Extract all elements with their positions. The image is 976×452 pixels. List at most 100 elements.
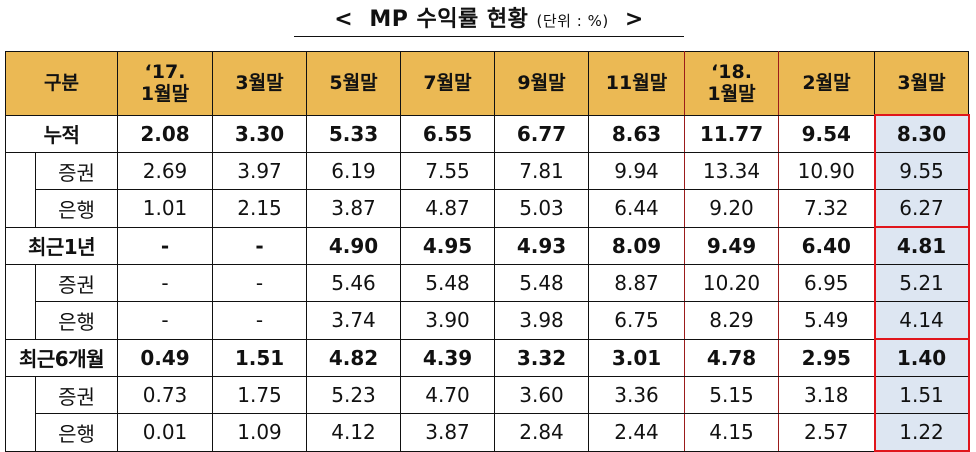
cell-mar: - [212, 301, 307, 340]
table-row-sub: 증권 2.69 3.97 6.19 7.55 7.81 9.94 13.34 10.90 9.55 [5, 152, 970, 190]
table-row-sub: 증권 - -5.46 5.48 5.48 8.87 10.20 6.95 5.21 [5, 264, 970, 302]
cell-mar-18: 4.81 [873, 226, 970, 265]
title-bar: < MP 수익률 현황 (단위 : %) > [294, 4, 684, 37]
cell-jul: 4.87 [400, 189, 495, 228]
cell-feb: 2.57 [778, 413, 875, 452]
row-label-group: 누적 [5, 114, 118, 153]
cell-feb: 9.54 [778, 114, 875, 153]
cell-jul: 6.55 [400, 114, 495, 153]
cell-17-jan: 2.69 [117, 152, 213, 190]
cell-mar: 1.75 [212, 376, 307, 414]
cell-nov: 2.44 [588, 413, 685, 452]
cell-18-jan: 9.49 [684, 226, 779, 265]
title-open-bracket: < [334, 7, 354, 32]
cell-18-jan: 4.78 [684, 338, 779, 377]
cell-17-jan: 0.73 [117, 376, 213, 414]
cell-may: 4.90 [306, 226, 401, 265]
col-header-sep: 9월말 [494, 51, 589, 116]
table-row-group: 누적 2.08 3.30 5.33 6.55 6.77 8.63 11.77 9.54 8.30 [5, 114, 970, 153]
col-header-17-jan-year: ‘17. [144, 61, 186, 84]
cell-may: 5.46 [306, 264, 401, 302]
cell-sep: 3.98 [494, 301, 589, 340]
table-row-sub: 은행 0.01 1.09 4.12 3.87 2.84 2.44 4.15 2.57 1.22 [5, 413, 970, 452]
cell-18-jan: 4.15 [684, 413, 779, 452]
col-header-jul: 7월말 [400, 51, 495, 116]
row-label-sub: 증권 [35, 264, 118, 302]
cell-mar-18: 1.22 [873, 413, 970, 452]
title-close-bracket: > [624, 7, 644, 32]
cell-sep: 5.03 [494, 189, 589, 228]
col-header-may: 5월말 [306, 51, 401, 116]
table-row-sub: 은행 - -3.74 3.90 3.98 6.75 8.29 5.49 4.14 [5, 301, 970, 340]
cell-mar-18: 4.14 [873, 301, 970, 340]
row-label-sub: 증권 [35, 152, 118, 190]
cell-feb: 6.40 [778, 226, 875, 265]
cell-jul: 5.48 [400, 264, 495, 302]
row-label-group: 최근6개월 [5, 338, 118, 377]
col-header-17-jan: ‘17. 1월말 [117, 51, 213, 116]
cell-mar: 2.15 [212, 189, 307, 228]
cell-mar-18: 6.27 [873, 189, 970, 228]
cell-jul: 4.39 [400, 338, 495, 377]
cell-feb: 6.95 [778, 264, 875, 302]
row-label-sub: 은행 [35, 413, 118, 452]
header-row: 구분 ‘17. 1월말 3월말 5월말 7월말 9월말 11월말 ‘18. 1월말 … [5, 51, 969, 116]
col-header-mar-18: 3월말 [874, 51, 969, 116]
cell-sep: 3.32 [494, 338, 589, 377]
cell-mar: - [212, 264, 307, 302]
cell-mar: 1.09 [212, 413, 307, 452]
row-indent [5, 413, 36, 452]
cell-feb: 5.49 [778, 301, 875, 340]
col-header-17-jan-month: 1월말 [140, 83, 190, 106]
cell-18-jan: 8.29 [684, 301, 779, 340]
cell-mar: 3.97 [212, 152, 307, 190]
row-label-sub: 은행 [35, 301, 118, 340]
row-indent [5, 152, 36, 190]
cell-jul: 3.87 [400, 413, 495, 452]
cell-may: 6.19 [306, 152, 401, 190]
col-header-category: 구분 [5, 51, 118, 116]
cell-feb: 3.18 [778, 376, 875, 414]
cell-nov: 3.36 [588, 376, 685, 414]
cell-17-jan: 0.01 [117, 413, 213, 452]
cell-nov: 8.09 [588, 226, 685, 265]
title-text: MP 수익률 현황 [369, 7, 529, 32]
cell-18-jan: 11.77 [684, 114, 779, 153]
cell-mar: 3.30 [212, 114, 307, 153]
cell-nov: 6.44 [588, 189, 685, 228]
cell-sep: 2.84 [494, 413, 589, 452]
cell-nov: 8.63 [588, 114, 685, 153]
cell-jul: 4.95 [400, 226, 495, 265]
cell-mar-18: 5.21 [873, 264, 970, 302]
cell-sep: 4.93 [494, 226, 589, 265]
unit-label: (단위 : %) [536, 12, 609, 30]
cell-17-jan: 1.01 [117, 189, 213, 228]
cell-mar: - [212, 226, 307, 265]
cell-nov: 9.94 [588, 152, 685, 190]
row-label-sub: 은행 [35, 189, 118, 228]
cell-18-jan: 9.20 [684, 189, 779, 228]
cell-may: 5.23 [306, 376, 401, 414]
cell-jul: 3.90 [400, 301, 495, 340]
page-title: < MP 수익률 현황 (단위 : %) > [294, 4, 684, 37]
cell-jul: 4.70 [400, 376, 495, 414]
cell-feb: 10.90 [778, 152, 875, 190]
table-row-group: 최근6개월 0.49 1.51 4.82 4.39 3.32 3.01 4.78 2.95 1.4… [5, 338, 970, 377]
table-row-sub: 은행 1.01 2.15 3.87 4.87 5.03 6.44 9.20 7.32 6.27 [5, 189, 970, 228]
row-label-group: 최근1년 [5, 226, 118, 265]
col-header-mar: 3월말 [212, 51, 307, 116]
cell-feb: 7.32 [778, 189, 875, 228]
cell-18-jan: 10.20 [684, 264, 779, 302]
cell-mar-18: 9.55 [873, 152, 970, 190]
row-indent [5, 189, 36, 228]
cell-18-jan: 13.34 [684, 152, 779, 190]
col-header-nov: 11월말 [588, 51, 685, 116]
col-header-18-jan-month: 1월말 [707, 83, 756, 106]
cell-may: 4.12 [306, 413, 401, 452]
cell-sep: 6.77 [494, 114, 589, 153]
cell-may: 5.33 [306, 114, 401, 153]
cell-may: 4.82 [306, 338, 401, 377]
cell-nov: 3.01 [588, 338, 685, 377]
col-header-18-jan: ‘18. 1월말 [684, 51, 779, 116]
cell-jul: 7.55 [400, 152, 495, 190]
